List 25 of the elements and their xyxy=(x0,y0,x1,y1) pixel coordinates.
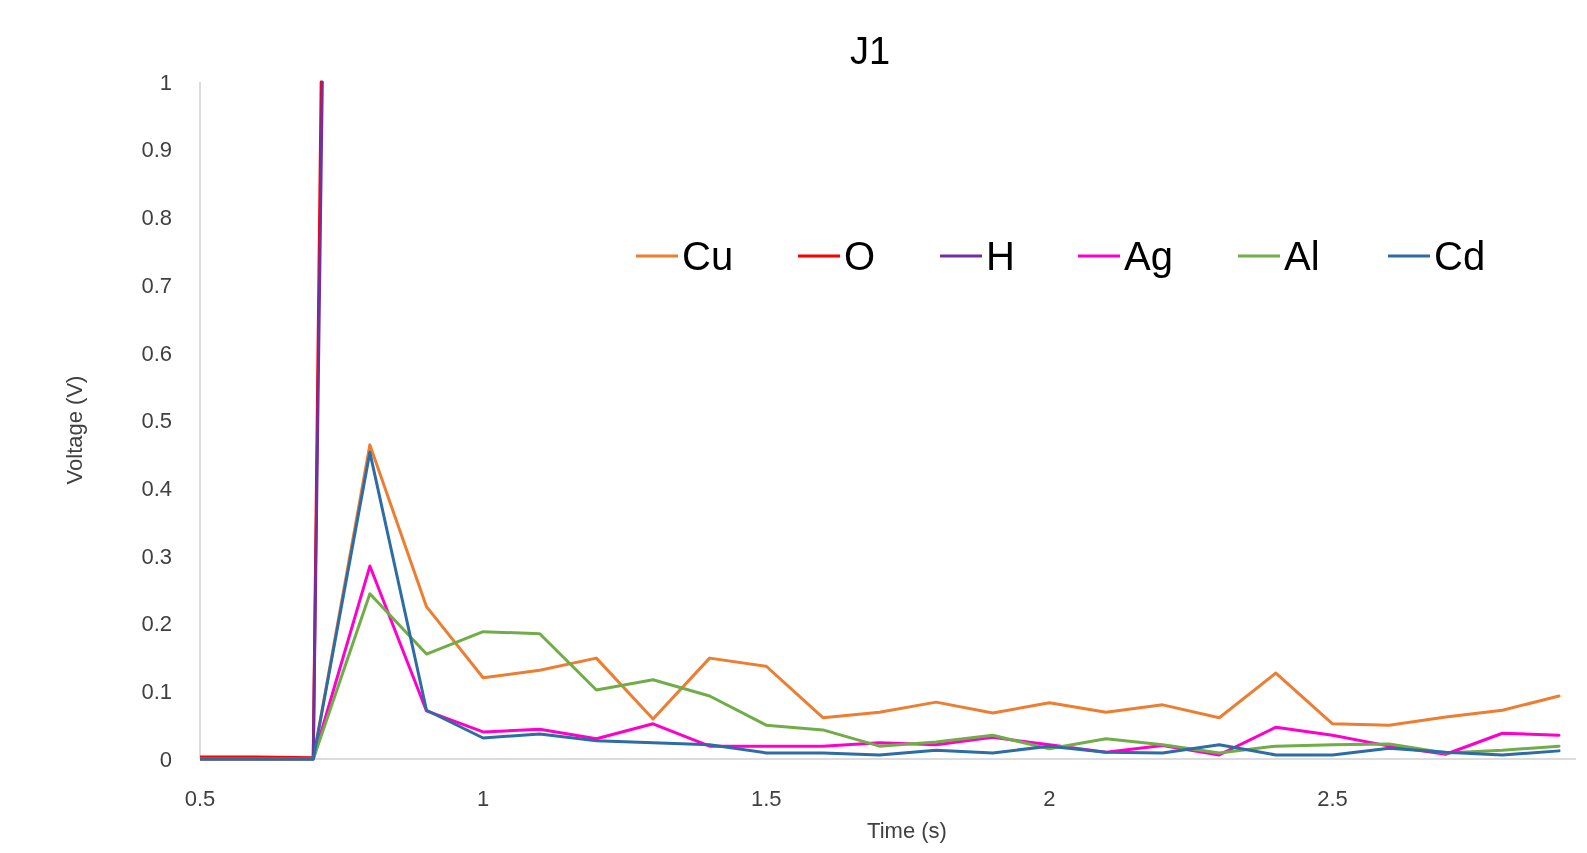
y-tick-label: 0.5 xyxy=(141,408,172,434)
y-tick-label: 0.9 xyxy=(141,137,172,163)
x-tick-label: 1.5 xyxy=(750,785,782,811)
legend-label: Al xyxy=(1284,234,1320,278)
y-tick-label: 0.1 xyxy=(141,679,172,704)
x-axis-title: Time (s) xyxy=(867,818,947,843)
legend-label: H xyxy=(986,234,1015,278)
y-tick-label: 0.6 xyxy=(141,340,172,366)
x-tick-label: 2.5 xyxy=(1317,785,1348,811)
legend-label: Cu xyxy=(682,234,734,278)
y-tick-label: 0.2 xyxy=(141,611,172,637)
y-tick-label: 1 xyxy=(159,69,172,95)
y-tick-label: 0.3 xyxy=(141,543,172,569)
chart-title: J1 xyxy=(849,30,891,72)
legend-label: Ag xyxy=(1124,234,1173,278)
legend-label: Cd xyxy=(1434,234,1486,278)
y-tick-label: 0.8 xyxy=(141,205,172,231)
x-tick-label: 0.5 xyxy=(184,785,216,811)
y-tick-label: 0.7 xyxy=(141,272,172,298)
y-tick-label: 0 xyxy=(159,746,172,772)
x-tick-label: 1 xyxy=(477,785,490,811)
y-axis-title: Voltage (V) xyxy=(62,375,87,485)
legend-label: O xyxy=(844,234,876,278)
y-tick-label: 0.4 xyxy=(141,475,172,501)
x-tick-label: 2 xyxy=(1043,785,1056,811)
